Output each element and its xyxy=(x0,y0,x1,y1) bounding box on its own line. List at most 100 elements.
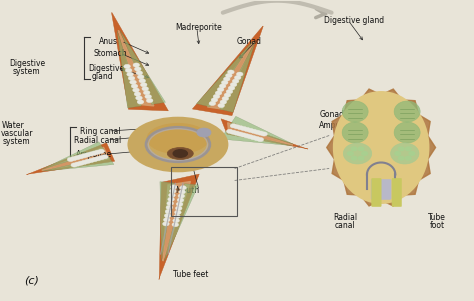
Circle shape xyxy=(136,96,142,100)
Circle shape xyxy=(237,126,244,130)
Circle shape xyxy=(164,218,170,222)
FancyBboxPatch shape xyxy=(372,178,381,206)
Circle shape xyxy=(395,152,401,155)
Circle shape xyxy=(240,133,246,137)
Circle shape xyxy=(134,92,141,96)
Circle shape xyxy=(137,75,144,79)
Circle shape xyxy=(146,98,153,103)
Circle shape xyxy=(362,152,367,155)
Circle shape xyxy=(95,157,101,161)
Circle shape xyxy=(71,163,78,167)
Circle shape xyxy=(128,76,135,80)
Circle shape xyxy=(223,77,230,81)
Circle shape xyxy=(67,157,74,162)
Text: Radial: Radial xyxy=(333,213,357,222)
Polygon shape xyxy=(27,143,115,175)
Polygon shape xyxy=(219,42,255,112)
Circle shape xyxy=(124,64,130,69)
Circle shape xyxy=(98,156,105,160)
Text: vascular: vascular xyxy=(0,129,33,138)
Circle shape xyxy=(233,131,240,135)
Circle shape xyxy=(88,152,94,156)
Circle shape xyxy=(144,91,150,95)
Circle shape xyxy=(257,138,264,141)
Text: Ring canal: Ring canal xyxy=(80,126,120,135)
Circle shape xyxy=(140,83,147,87)
Text: system: system xyxy=(3,137,31,146)
Text: foot: foot xyxy=(430,221,445,230)
Circle shape xyxy=(213,95,220,98)
Circle shape xyxy=(220,100,227,104)
Text: Digestive: Digestive xyxy=(88,64,124,73)
Circle shape xyxy=(178,194,185,198)
Polygon shape xyxy=(327,89,436,206)
Circle shape xyxy=(217,87,224,92)
Circle shape xyxy=(78,161,84,165)
Ellipse shape xyxy=(173,150,187,157)
Circle shape xyxy=(176,202,183,206)
Circle shape xyxy=(222,97,228,101)
Circle shape xyxy=(142,87,148,91)
Text: Gonad: Gonad xyxy=(319,110,345,119)
Circle shape xyxy=(211,98,218,102)
Circle shape xyxy=(240,126,247,131)
Text: Digestive: Digestive xyxy=(9,59,46,68)
Circle shape xyxy=(81,154,87,158)
Circle shape xyxy=(81,160,88,164)
Text: Ampullae: Ampullae xyxy=(76,150,112,159)
Polygon shape xyxy=(159,174,199,279)
Circle shape xyxy=(170,185,177,189)
Circle shape xyxy=(230,124,237,128)
Circle shape xyxy=(209,101,216,106)
Text: canal: canal xyxy=(335,221,356,230)
Circle shape xyxy=(234,125,240,129)
Circle shape xyxy=(145,95,152,99)
Polygon shape xyxy=(118,30,154,106)
Ellipse shape xyxy=(334,92,428,203)
Circle shape xyxy=(237,72,243,76)
Circle shape xyxy=(94,150,101,154)
Circle shape xyxy=(358,156,364,160)
Circle shape xyxy=(77,155,84,159)
Circle shape xyxy=(398,156,404,160)
Circle shape xyxy=(250,136,257,140)
Circle shape xyxy=(358,147,364,150)
Circle shape xyxy=(218,104,225,108)
Polygon shape xyxy=(119,30,165,104)
Bar xyxy=(171,167,237,216)
Circle shape xyxy=(405,147,411,150)
Ellipse shape xyxy=(147,123,209,154)
Circle shape xyxy=(234,76,241,80)
Polygon shape xyxy=(221,119,308,149)
Circle shape xyxy=(221,80,228,85)
Circle shape xyxy=(173,219,180,223)
Circle shape xyxy=(237,132,243,136)
Text: Digestive gland: Digestive gland xyxy=(324,16,384,25)
Text: Mouth: Mouth xyxy=(175,186,200,195)
Ellipse shape xyxy=(342,101,368,122)
Polygon shape xyxy=(160,182,174,261)
Polygon shape xyxy=(41,142,104,170)
Ellipse shape xyxy=(394,122,420,143)
Circle shape xyxy=(74,162,81,166)
Text: Madreporite: Madreporite xyxy=(175,23,222,32)
Ellipse shape xyxy=(394,101,420,122)
Circle shape xyxy=(351,156,357,160)
Polygon shape xyxy=(327,89,436,206)
Circle shape xyxy=(174,210,181,214)
Polygon shape xyxy=(117,30,141,108)
Circle shape xyxy=(228,86,235,90)
Circle shape xyxy=(84,153,91,157)
Circle shape xyxy=(133,63,140,67)
Circle shape xyxy=(164,214,171,218)
Polygon shape xyxy=(230,116,293,144)
Circle shape xyxy=(167,201,173,206)
Text: Stomach: Stomach xyxy=(93,49,127,57)
Circle shape xyxy=(169,193,175,197)
Circle shape xyxy=(125,68,132,73)
Circle shape xyxy=(226,73,232,78)
Circle shape xyxy=(247,128,254,132)
Text: system: system xyxy=(12,67,40,76)
Circle shape xyxy=(131,84,138,88)
Circle shape xyxy=(133,88,139,92)
